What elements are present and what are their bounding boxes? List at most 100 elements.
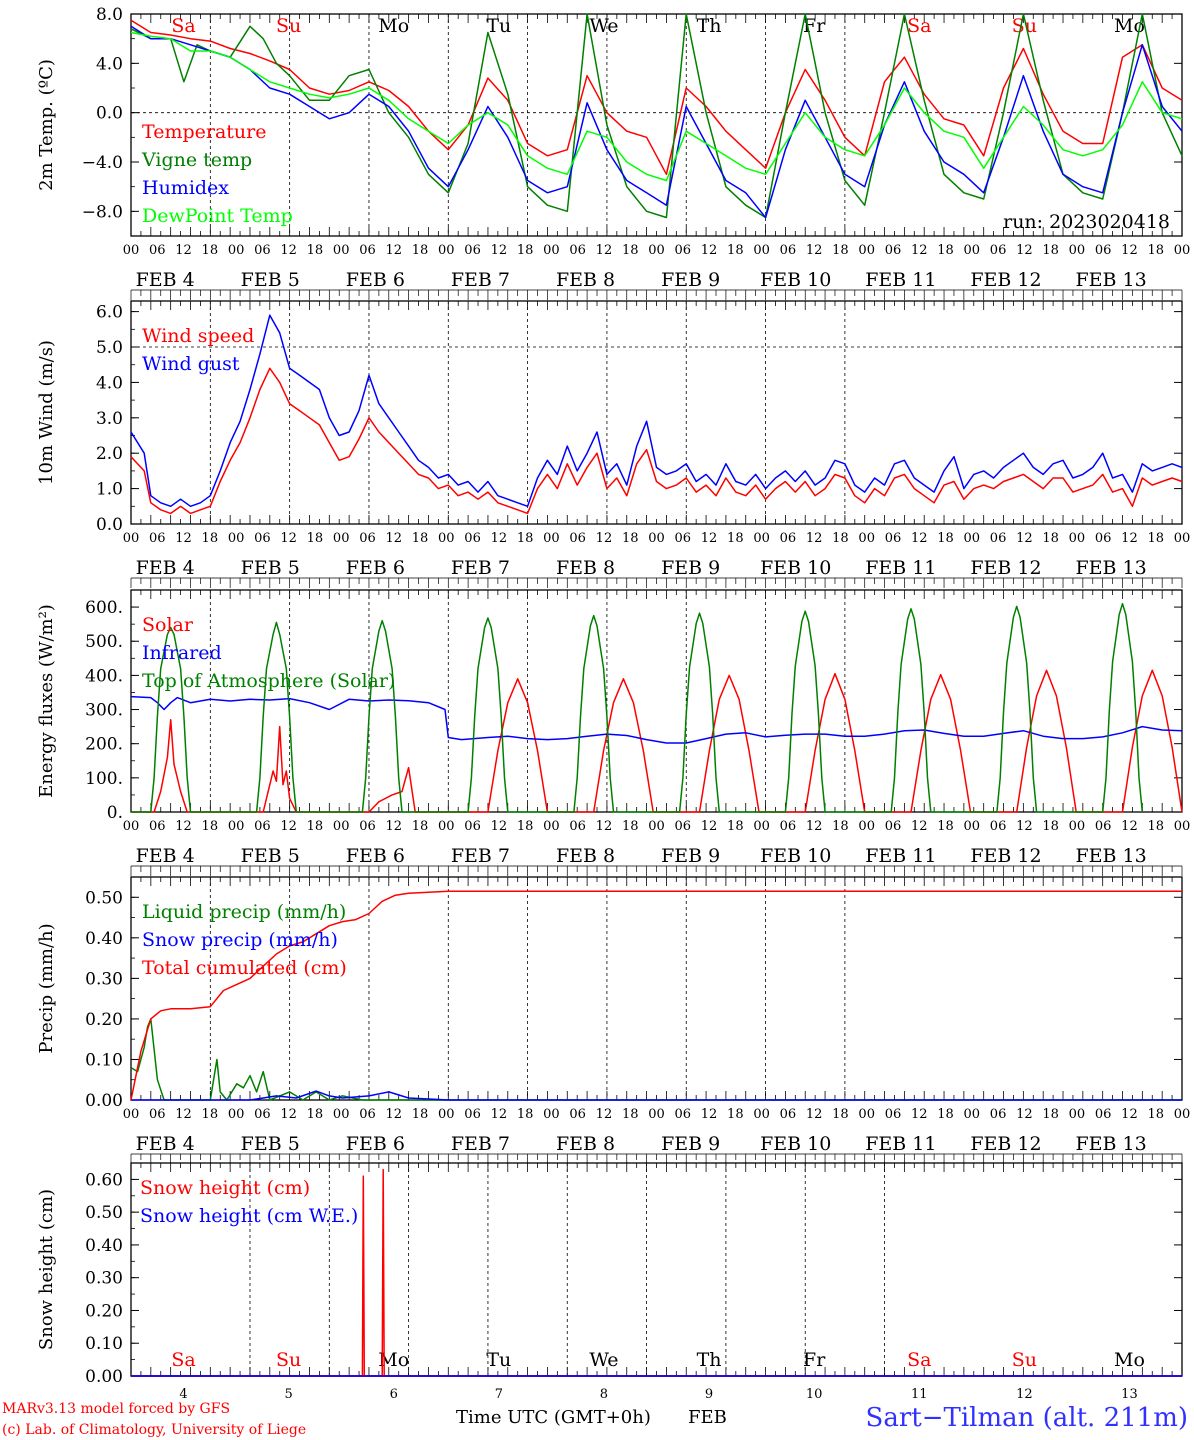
series-line-top-of-atmosphere-solar- <box>131 602 1144 813</box>
x-day-label: FEB 12 <box>970 557 1041 579</box>
x-hour-label: 00 <box>333 243 350 258</box>
x-hour-label: 12 <box>491 531 508 546</box>
y-tick-label: 300. <box>85 701 123 721</box>
x-day-label: FEB 10 <box>760 557 831 579</box>
x-hour-label: 00 <box>123 243 140 258</box>
weekday-label: Mo <box>378 1349 409 1371</box>
y-tick-label: 3.0 <box>96 409 123 429</box>
y-tick-label: 0.0 <box>96 515 123 535</box>
x-hour-label: 12 <box>175 531 192 546</box>
x-axis-month: FEB <box>688 1407 727 1428</box>
x-hour-label: 06 <box>990 531 1007 546</box>
day-number-label: 11 <box>911 1387 928 1402</box>
y-tick-label: 8.0 <box>96 5 123 25</box>
x-hour-label: 06 <box>464 531 481 546</box>
x-day-label: FEB 10 <box>760 269 831 291</box>
weekday-label: Th <box>697 1349 722 1371</box>
day-number-label: 7 <box>495 1387 503 1402</box>
y-axis-label: 2m Temp. (ºC) <box>36 59 57 191</box>
day-number-label: 10 <box>806 1387 823 1402</box>
y-tick-label: 200. <box>85 735 123 755</box>
day-number-label: 9 <box>705 1387 713 1402</box>
x-hour-label: 12 <box>1121 531 1138 546</box>
x-hour-label: 00 <box>753 243 770 258</box>
y-tick-label: 400. <box>85 666 123 686</box>
x-day-label: FEB 11 <box>865 845 936 867</box>
y-tick-label: 500. <box>85 632 123 652</box>
weekday-label: Sa <box>907 15 931 37</box>
x-hour-label: 12 <box>491 819 508 834</box>
legend-entry: Snow height (cm W.E.) <box>140 1205 358 1227</box>
legend-entry: Infrared <box>142 642 222 664</box>
legend-entry: Vigne temp <box>141 149 252 171</box>
x-day-label: FEB 12 <box>970 269 1041 291</box>
x-hour-label: 00 <box>333 819 350 834</box>
x-hour-label: 12 <box>1016 1107 1033 1122</box>
x-hour-label: 06 <box>1095 531 1112 546</box>
y-axis-label: Snow height (cm) <box>36 1189 57 1350</box>
x-hour-label: 12 <box>280 243 297 258</box>
x-day-label: FEB 12 <box>970 845 1041 867</box>
x-hour-label: 18 <box>622 243 639 258</box>
x-day-label: FEB 8 <box>556 845 615 867</box>
x-hour-label: 00 <box>753 531 770 546</box>
run-label: run: 2023020418 <box>1003 211 1170 233</box>
x-hour-label: 18 <box>202 243 219 258</box>
x-hour-label: 00 <box>964 531 981 546</box>
x-hour-label: 00 <box>123 819 140 834</box>
x-day-label: FEB 6 <box>346 557 405 579</box>
x-day-label: FEB 9 <box>661 1133 720 1155</box>
series-line-snow-height-cm- <box>131 1168 1182 1377</box>
x-hour-label: 12 <box>596 819 613 834</box>
x-hour-label: 18 <box>307 531 324 546</box>
x-hour-label: 00 <box>648 1107 665 1122</box>
x-day-label: FEB 7 <box>451 269 510 291</box>
x-hour-label: 18 <box>517 531 534 546</box>
y-tick-label: 600. <box>85 598 123 618</box>
x-hour-label: 12 <box>175 243 192 258</box>
x-day-label: FEB 13 <box>1075 845 1146 867</box>
x-hour-label: 18 <box>622 1107 639 1122</box>
weekday-label: Mo <box>1114 15 1145 37</box>
panel-precip: 0.00 0.10 0.20 0.30 0.40 0.50 Precip (mm/h) 00 0… <box>36 876 1191 1164</box>
x-hour-label: 00 <box>438 819 455 834</box>
x-hour-label: 12 <box>911 1107 928 1122</box>
x-hour-label: 18 <box>727 243 744 258</box>
x-hour-label: 00 <box>964 1107 981 1122</box>
legend-entry: DewPoint Temp <box>142 205 293 227</box>
weekday-label: Fr <box>803 1349 826 1371</box>
day-number-label: 12 <box>1016 1387 1033 1402</box>
x-hour-label: 12 <box>385 819 402 834</box>
x-hour-label: 06 <box>254 819 271 834</box>
y-tick-label: 0. <box>107 803 123 823</box>
x-hour-label: 00 <box>438 1107 455 1122</box>
x-hour-label: 12 <box>806 1107 823 1122</box>
x-hour-label: 06 <box>149 243 166 258</box>
x-hour-label: 00 <box>858 819 875 834</box>
x-hour-label: 18 <box>202 1107 219 1122</box>
x-hour-label: 18 <box>622 531 639 546</box>
x-hour-label: 06 <box>780 531 797 546</box>
x-hour-label: 18 <box>412 819 429 834</box>
x-day-label: FEB 9 <box>661 845 720 867</box>
x-day-label: FEB 13 <box>1075 1133 1146 1155</box>
weekday-label: Sa <box>171 1349 195 1371</box>
weekday-label: Th <box>697 15 722 37</box>
x-day-label: FEB 11 <box>865 269 936 291</box>
x-hour-label: 18 <box>1147 1107 1164 1122</box>
x-hour-label: 18 <box>937 819 954 834</box>
x-hour-label: 18 <box>517 243 534 258</box>
weekday-label: Tu <box>486 1349 511 1371</box>
x-hour-label: 18 <box>1147 819 1164 834</box>
legend-entry: Snow height (cm) <box>140 1177 310 1199</box>
x-hour-label: 12 <box>911 531 928 546</box>
x-hour-label: 00 <box>1174 1107 1191 1122</box>
x-hour-label: 06 <box>780 1107 797 1122</box>
x-hour-label: 00 <box>858 243 875 258</box>
x-hour-label: 12 <box>491 243 508 258</box>
x-day-label: FEB 11 <box>865 557 936 579</box>
y-tick-label: 0.10 <box>85 1334 123 1354</box>
x-day-label: FEB 7 <box>451 845 510 867</box>
series-line-vigne-temp <box>130 13 1183 219</box>
